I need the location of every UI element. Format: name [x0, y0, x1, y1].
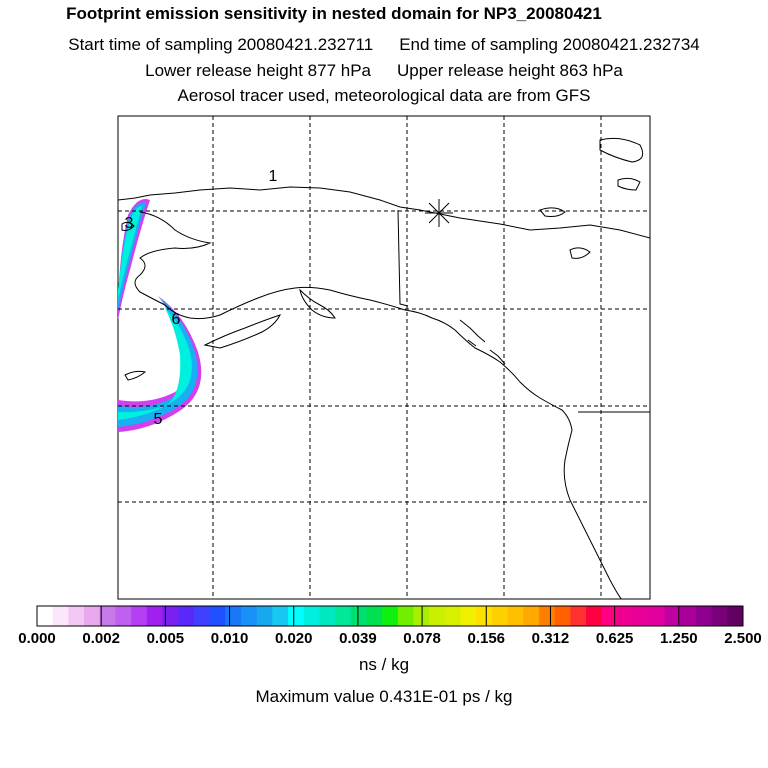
map-frame [117, 115, 651, 600]
day-label-3: 3 [125, 215, 134, 232]
political-borders [397, 209, 650, 413]
colorbar-tick-label: 0.005 [146, 630, 185, 647]
coastlines [118, 137, 650, 599]
sampling-times: Start time of sampling 20080421.232711 En… [0, 35, 768, 55]
start-time-label: Start time of sampling 20080421.232711 [68, 35, 374, 54]
upper-height-label: Upper release height 863 hPa [397, 61, 623, 80]
colorbar-tick-label: 0.020 [274, 630, 313, 647]
colorbar-tick-label: 0.039 [339, 630, 377, 647]
colorbar-tick-label: 0.078 [403, 630, 441, 647]
lower-height-label: Lower release height 877 hPa [145, 61, 371, 80]
footprint-map: 1 3 6 5 [117, 115, 651, 600]
plot-title: Footprint emission sensitivity in nested… [66, 4, 602, 23]
colorbar-tick-label: 2.500 [724, 630, 762, 647]
colorbar-tick-label: 1.250 [660, 630, 698, 647]
day-label-1: 1 [269, 168, 278, 185]
lat-lon-grid [118, 116, 650, 599]
day-label-5: 5 [154, 411, 163, 428]
colorbar-tick-label: 0.312 [531, 630, 570, 647]
release-heights: Lower release height 877 hPa Upper releas… [0, 61, 768, 81]
release-location-marker [425, 199, 453, 227]
end-time-label: End time of sampling 20080421.232734 [399, 35, 700, 54]
colorbar-tick-label: 0.625 [595, 630, 634, 647]
tracer-info: Aerosol tracer used, meteorological data… [177, 86, 591, 105]
colorbar-tick-label: 0.156 [467, 630, 506, 647]
colorbar-tick-label: 0.010 [210, 630, 249, 647]
maximum-value: Maximum value 0.431E-01 ps / kg [255, 687, 513, 706]
day-label-6: 6 [172, 311, 181, 328]
colorbar-tick-label: 0.000 [18, 630, 56, 647]
colorbar-units: ns / kg [358, 655, 410, 674]
colorbar-tick-label: 0.002 [82, 630, 120, 647]
